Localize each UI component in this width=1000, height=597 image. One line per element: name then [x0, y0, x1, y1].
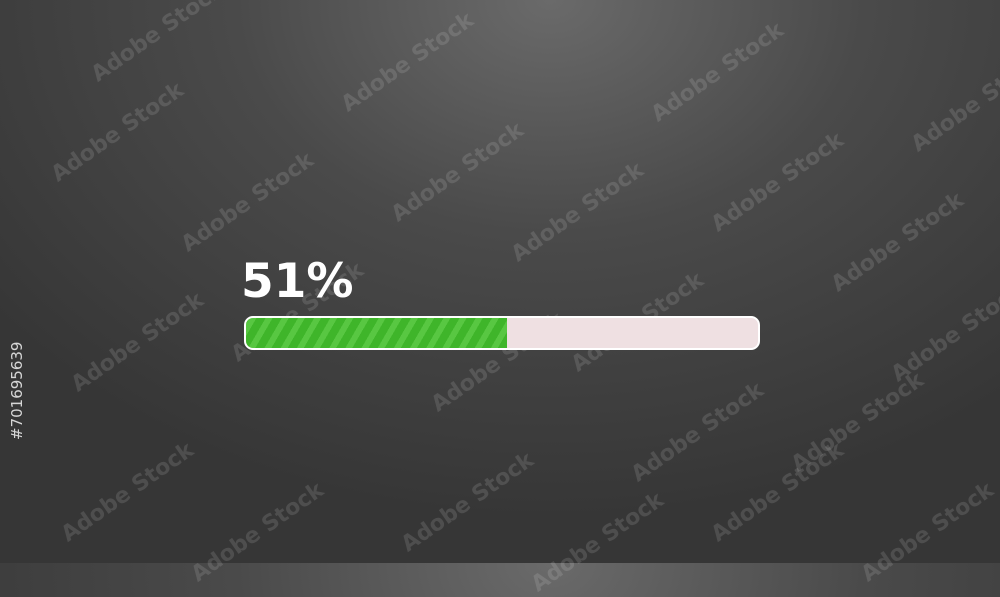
watermark-text: Adobe Stock	[56, 437, 199, 548]
watermark-text: Adobe Stock	[706, 437, 849, 548]
progress-bar-fill	[246, 318, 508, 348]
watermark-text: Adobe Stock	[626, 377, 769, 488]
watermark-text: Adobe Stock	[646, 17, 789, 128]
watermark-text: Adobe Stock	[396, 447, 539, 558]
watermark-text: Adobe Stock	[526, 487, 669, 597]
watermark-text: Adobe Stock	[336, 7, 479, 118]
watermark-text: Adobe Stock	[66, 287, 209, 398]
watermark-text: Adobe Stock	[506, 157, 649, 268]
watermark-text: Adobe Stock	[706, 127, 849, 238]
watermark-text: Adobe Stock	[906, 47, 1000, 158]
stock-id-watermark: #701695639	[8, 341, 26, 440]
progress-percentage: 51%	[241, 254, 354, 309]
watermark-text: Adobe Stock	[86, 0, 229, 88]
watermark-text: Adobe Stock	[886, 277, 1000, 388]
watermark-text: Adobe Stock	[46, 77, 189, 188]
watermark-text: Adobe Stock	[176, 147, 319, 258]
watermark-text: Adobe Stock	[786, 367, 929, 478]
watermark-text: Adobe Stock	[826, 187, 969, 298]
watermark-text: Adobe Stock	[186, 477, 329, 588]
watermark-text: Adobe Stock	[386, 117, 529, 228]
watermark-text: Adobe Stock	[856, 477, 999, 588]
progress-bar	[244, 316, 760, 350]
